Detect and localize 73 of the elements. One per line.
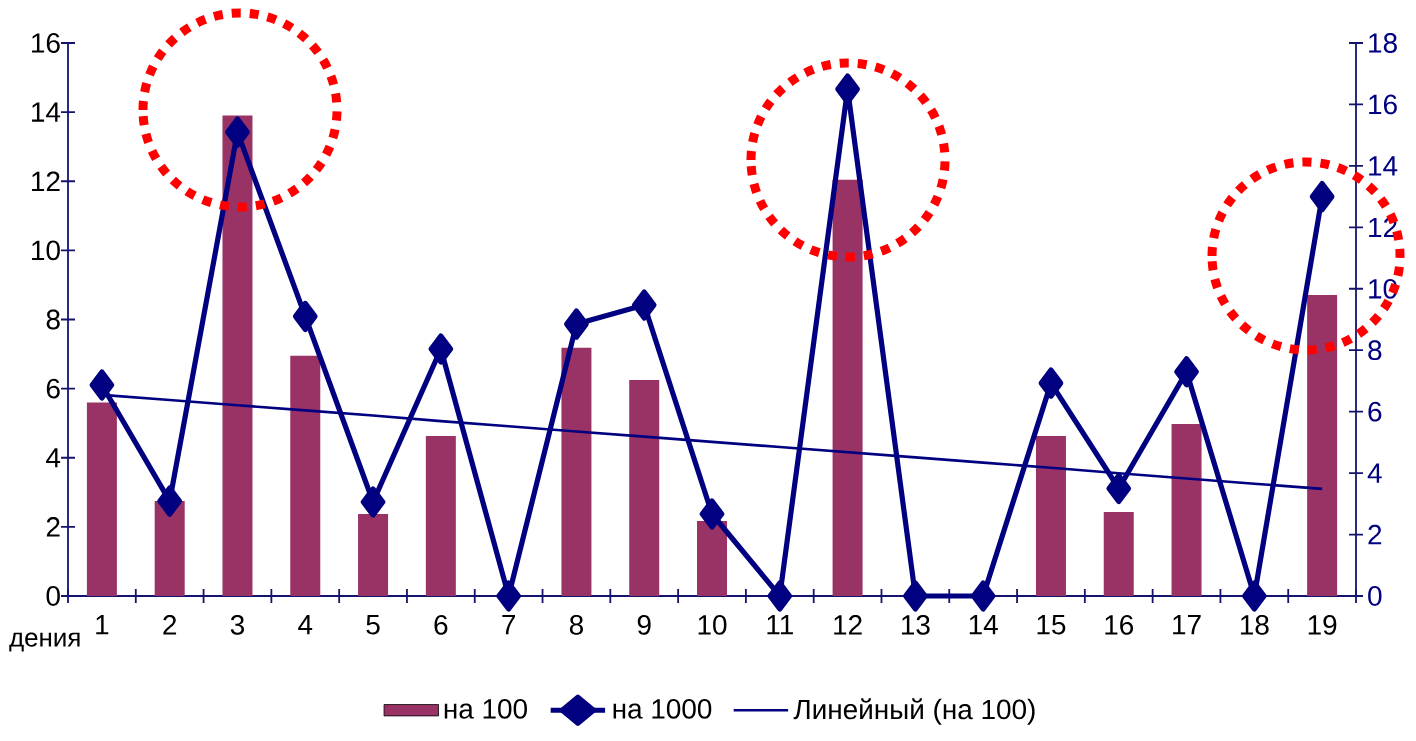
bar [222, 115, 253, 596]
y2-tick-label: 16 [1369, 94, 1397, 115]
y-tick-label: 6 [46, 378, 60, 399]
point [1309, 181, 1335, 213]
x-tick-label: 5 [366, 615, 380, 635]
bar [1103, 512, 1134, 596]
y-tick-label: 4 [46, 448, 61, 468]
point [89, 369, 115, 401]
x-tick-label: 16 [1105, 615, 1134, 635]
bar [86, 402, 117, 596]
legend-label: на 100 [444, 698, 527, 719]
x-tick-label: 6 [434, 615, 448, 635]
point [157, 485, 183, 517]
point [835, 73, 860, 105]
point [1038, 367, 1064, 399]
legend-label: на 1000 [613, 698, 712, 719]
y-tick-label: 14 [32, 102, 61, 122]
y-tick-label: 16 [32, 33, 60, 53]
x-tick-label: 10 [698, 615, 727, 635]
bar [629, 379, 660, 596]
y2-tick-label: 18 [1369, 33, 1397, 53]
bar [1307, 294, 1338, 596]
x-tick-label: 11 [767, 615, 793, 635]
x-tick-label: 19 [1308, 615, 1337, 635]
bar [561, 347, 592, 596]
bar [290, 355, 321, 596]
point [970, 580, 996, 612]
point [903, 580, 928, 612]
x-tick-label: 13 [901, 615, 930, 635]
point [428, 333, 454, 365]
x-tick-label: 9 [637, 615, 651, 635]
x-tick-label: 15 [1037, 615, 1066, 635]
x-tick-label: 1 [96, 615, 109, 635]
bar [1171, 423, 1202, 596]
x-tick-label: 4 [298, 615, 313, 635]
y2-tick-label: 2 [1368, 524, 1382, 545]
y2-tick-label: 0 [1368, 586, 1382, 606]
point [699, 498, 725, 530]
bar [154, 500, 185, 596]
bar [1035, 435, 1066, 596]
x-tick-label: 17 [1173, 615, 1201, 635]
y2-tick-label: 6 [1368, 401, 1382, 422]
bar [832, 179, 863, 596]
y2-tick-label: 14 [1369, 156, 1398, 176]
y-tick-label: 8 [46, 309, 60, 330]
y-tick-label: 2 [46, 517, 60, 537]
point [1174, 356, 1199, 388]
x-tick-label: 2 [163, 615, 177, 635]
bar [358, 514, 389, 596]
x-tick-label: 7 [502, 615, 516, 635]
x-tick-label: 14 [969, 615, 998, 635]
y-tick-label: 0 [46, 586, 60, 606]
y2-tick-label: 8 [1368, 340, 1382, 361]
point [1106, 472, 1132, 505]
bar [425, 435, 456, 596]
point [631, 289, 657, 321]
x-tick-label: 18 [1240, 615, 1269, 635]
point [564, 308, 589, 340]
y-tick-label: 10 [32, 240, 60, 261]
point [292, 300, 318, 333]
x-tick-label: 8 [569, 615, 583, 635]
y-tick-label: 12 [32, 171, 60, 191]
point [1241, 580, 1267, 612]
x-tick-label: 12 [834, 615, 862, 635]
x-axis-title: дения [9, 632, 80, 652]
point [360, 486, 386, 518]
point [767, 580, 793, 612]
legend-label: Линейный (на 100) [793, 698, 1035, 725]
bar [697, 521, 728, 596]
y2-tick-label: 4 [1367, 463, 1382, 483]
point [496, 580, 521, 612]
point [225, 116, 250, 148]
x-tick-label: 3 [230, 615, 244, 635]
